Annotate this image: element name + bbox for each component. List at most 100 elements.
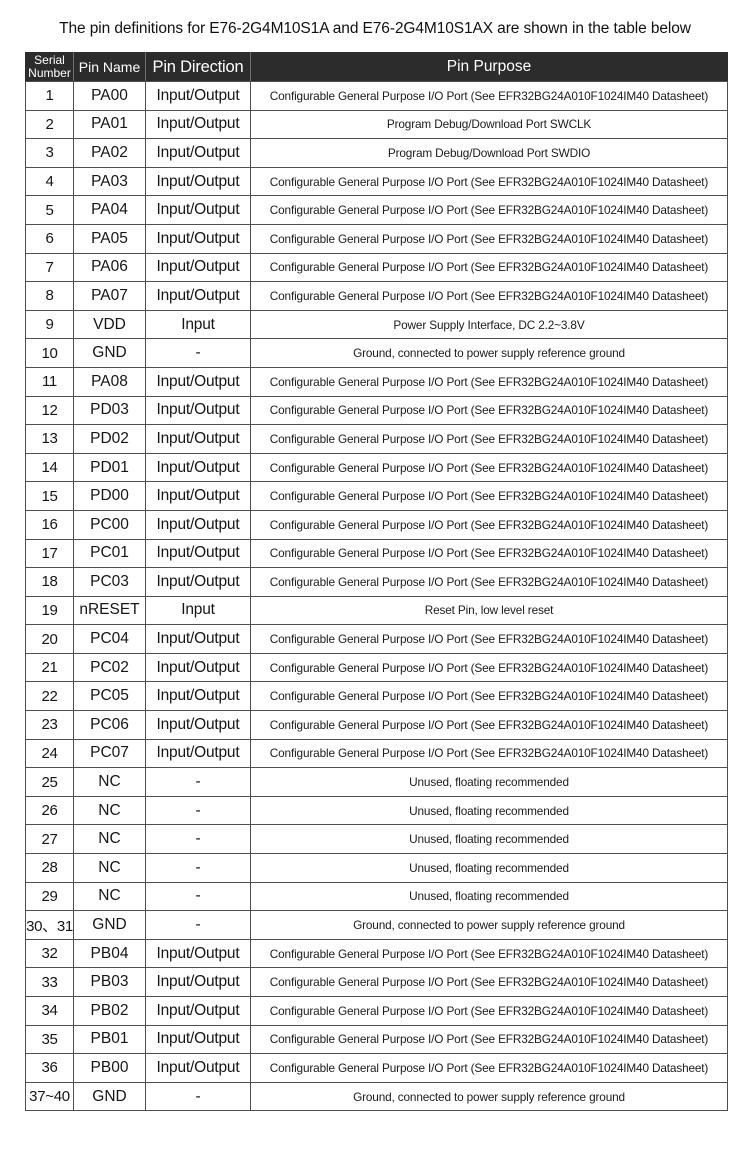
cell-pin-name: NC bbox=[73, 881, 146, 912]
cell-pin-purpose: Configurable General Purpose I/O Port (S… bbox=[250, 652, 728, 683]
cell-pin-purpose: Configurable General Purpose I/O Port (S… bbox=[250, 195, 728, 225]
cell-serial-number: 28 bbox=[25, 853, 74, 883]
cell-pin-direction: Input/Output bbox=[145, 624, 251, 654]
table-row: 27 NC - Unused, floating recommended bbox=[25, 824, 728, 855]
cell-pin-direction: Input/Output bbox=[145, 395, 251, 426]
cell-pin-direction: - bbox=[145, 910, 251, 940]
cell-pin-purpose: Configurable General Purpose I/O Port (S… bbox=[250, 624, 728, 654]
cell-pin-direction: Input/Output bbox=[145, 81, 251, 111]
cell-pin-name: PA00 bbox=[73, 81, 146, 111]
table-row: 16 PC00 Input/Output Configurable General P… bbox=[25, 509, 728, 540]
cell-serial-number: 17 bbox=[25, 538, 74, 569]
table-row: 18 PC03 Input/Output Configurable General P… bbox=[25, 567, 728, 597]
cell-serial-number: 33 bbox=[25, 967, 74, 997]
cell-pin-purpose: Configurable General Purpose I/O Port (S… bbox=[250, 366, 728, 397]
cell-pin-name: PC00 bbox=[73, 509, 146, 540]
table-row: 14 PD01 Input/Output Configurable General P… bbox=[25, 452, 728, 483]
cell-pin-name: PA07 bbox=[73, 281, 146, 311]
cell-serial-number: 21 bbox=[25, 652, 74, 683]
cell-pin-direction: - bbox=[145, 824, 251, 855]
cell-pin-purpose: Reset Pin, low level reset bbox=[250, 595, 728, 626]
cell-pin-direction: Input/Output bbox=[145, 567, 251, 597]
cell-pin-direction: Input/Output bbox=[145, 509, 251, 540]
cell-serial-number: 8 bbox=[25, 281, 74, 311]
table-row: 30、31 GND - Ground, connected to power supp… bbox=[25, 910, 728, 940]
cell-pin-name: PC05 bbox=[73, 681, 146, 712]
cell-pin-direction: Input/Output bbox=[145, 424, 251, 454]
cell-pin-direction: Input/Output bbox=[145, 366, 251, 397]
cell-pin-purpose: Ground, connected to power supply refere… bbox=[250, 910, 728, 940]
cell-pin-name: PA03 bbox=[73, 166, 146, 197]
cell-pin-name: PA04 bbox=[73, 195, 146, 225]
table-row: 19 nRESET Input Reset Pin, low level reset bbox=[25, 595, 728, 626]
cell-serial-number: 36 bbox=[25, 1053, 74, 1083]
cell-pin-direction: Input/Output bbox=[145, 538, 251, 569]
cell-pin-name: PD00 bbox=[73, 481, 146, 511]
cell-pin-direction: - bbox=[145, 767, 251, 797]
cell-serial-number: 26 bbox=[25, 795, 74, 826]
cell-pin-direction: Input/Output bbox=[145, 223, 251, 254]
cell-serial-number: 2 bbox=[25, 109, 74, 140]
cell-serial-number: 19 bbox=[25, 595, 74, 626]
cell-serial-number: 24 bbox=[25, 738, 74, 769]
cell-pin-name: PD03 bbox=[73, 395, 146, 426]
pin-definition-table: Serial Number Pin Name Pin Direction Pin… bbox=[25, 52, 728, 1112]
table-row: 2 PA01 Input/Output Program Debug/Download … bbox=[25, 109, 728, 140]
cell-pin-purpose: Configurable General Purpose I/O Port (S… bbox=[250, 509, 728, 540]
table-row: 24 PC07 Input/Output Configurable General P… bbox=[25, 738, 728, 769]
cell-pin-name: PD01 bbox=[73, 452, 146, 483]
table-row: 20 PC04 Input/Output Configurable General P… bbox=[25, 624, 728, 654]
cell-pin-direction: Input/Output bbox=[145, 138, 251, 168]
table-header-row: Serial Number Pin Name Pin Direction Pin… bbox=[25, 52, 728, 82]
table-row: 6 PA05 Input/Output Configurable General Pu… bbox=[25, 223, 728, 254]
cell-pin-purpose: Configurable General Purpose I/O Port (S… bbox=[250, 538, 728, 569]
cell-serial-number: 6 bbox=[25, 223, 74, 254]
cell-pin-name: PA01 bbox=[73, 109, 146, 140]
cell-pin-direction: Input/Output bbox=[145, 195, 251, 225]
cell-pin-name: NC bbox=[73, 853, 146, 883]
table-row: 34 PB02 Input/Output Configurable General P… bbox=[25, 996, 728, 1026]
cell-pin-direction: Input/Output bbox=[145, 281, 251, 311]
cell-pin-name: PB02 bbox=[73, 996, 146, 1026]
cell-pin-name: NC bbox=[73, 795, 146, 826]
cell-pin-name: GND bbox=[73, 1081, 146, 1112]
cell-serial-number: 15 bbox=[25, 481, 74, 511]
cell-pin-name: PA05 bbox=[73, 223, 146, 254]
cell-serial-number: 11 bbox=[25, 366, 74, 397]
cell-serial-number: 32 bbox=[25, 938, 74, 969]
cell-serial-number: 16 bbox=[25, 509, 74, 540]
cell-serial-number: 35 bbox=[25, 1024, 74, 1055]
cell-pin-direction: - bbox=[145, 853, 251, 883]
cell-pin-direction: Input/Output bbox=[145, 252, 251, 283]
cell-pin-name: NC bbox=[73, 824, 146, 855]
table-row: 7 PA06 Input/Output Configurable General Pu… bbox=[25, 252, 728, 283]
cell-pin-name: PB03 bbox=[73, 967, 146, 997]
cell-pin-name: PC04 bbox=[73, 624, 146, 654]
cell-serial-number: 25 bbox=[25, 767, 74, 797]
cell-pin-name: PA06 bbox=[73, 252, 146, 283]
cell-serial-number: 5 bbox=[25, 195, 74, 225]
table-row: 3 PA02 Input/Output Program Debug/Download … bbox=[25, 138, 728, 168]
cell-pin-name: PC06 bbox=[73, 710, 146, 740]
table-row: 17 PC01 Input/Output Configurable General P… bbox=[25, 538, 728, 569]
cell-serial-number: 4 bbox=[25, 166, 74, 197]
cell-pin-purpose: Unused, floating recommended bbox=[250, 795, 728, 826]
cell-pin-name: PB00 bbox=[73, 1053, 146, 1083]
table-row: 13 PD02 Input/Output Configurable General P… bbox=[25, 424, 728, 454]
table-row: 37~40 GND - Ground, connected to power supp… bbox=[25, 1081, 728, 1112]
cell-pin-direction: Input bbox=[145, 309, 251, 340]
cell-pin-direction: - bbox=[145, 1081, 251, 1112]
cell-pin-purpose: Unused, floating recommended bbox=[250, 881, 728, 912]
header-pin-direction: Pin Direction bbox=[145, 52, 251, 82]
cell-pin-name: PC01 bbox=[73, 538, 146, 569]
cell-pin-direction: Input/Output bbox=[145, 452, 251, 483]
cell-pin-direction: Input/Output bbox=[145, 1053, 251, 1083]
cell-pin-purpose: Ground, connected to power supply refere… bbox=[250, 338, 728, 368]
cell-serial-number: 29 bbox=[25, 881, 74, 912]
cell-pin-name: nRESET bbox=[73, 595, 146, 626]
cell-serial-number: 27 bbox=[25, 824, 74, 855]
table-row: 29 NC - Unused, floating recommended bbox=[25, 881, 728, 912]
cell-pin-purpose: Configurable General Purpose I/O Port (S… bbox=[250, 681, 728, 712]
table-row: 28 NC - Unused, floating recommended bbox=[25, 853, 728, 883]
